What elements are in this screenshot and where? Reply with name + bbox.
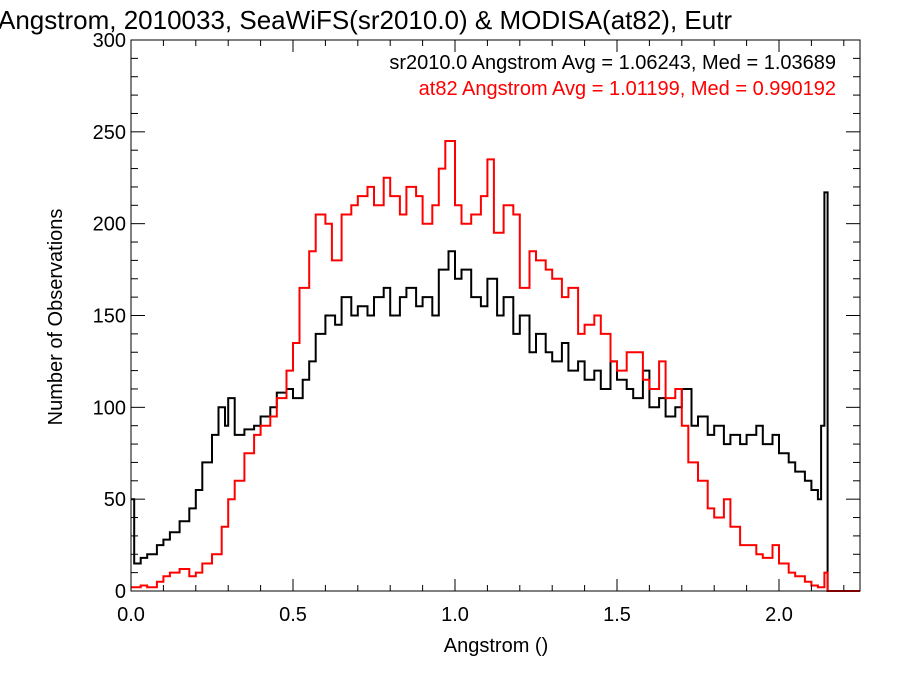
axes-layer: 0.0 0.5 1.0 1.5 2.0 0 50 100 150 200 250 300 [93, 30, 861, 626]
x-tick-label: 1.0 [441, 604, 469, 626]
y-axis-label: Number of Observations [45, 209, 67, 426]
y-tick-label: 200 [93, 214, 126, 236]
y-tick-label: 150 [93, 306, 126, 328]
annotation-layer: sr2010.0 Angstrom Avg = 1.06243, Med = 1… [389, 52, 836, 100]
x-tick-label: 0.5 [279, 604, 307, 626]
series-layer [131, 140, 860, 592]
stats-annotation-1: sr2010.0 Angstrom Avg = 1.06243, Med = 1… [389, 52, 836, 74]
x-tick-label: 1.5 [603, 604, 631, 626]
x-tick-label: 0.0 [117, 604, 145, 626]
y-tick-label: 250 [93, 122, 126, 144]
y-tick-label: 100 [93, 397, 126, 419]
x-axis-label: Angstrom () [444, 635, 548, 657]
y-tick-label: 300 [93, 30, 126, 52]
stats-annotation-2: at82 Angstrom Avg = 1.01199, Med = 0.990… [419, 78, 836, 100]
series-2-line [131, 140, 860, 592]
chart-title: Angstrom, 2010033, SeaWiFS(sr2010.0) & M… [0, 5, 732, 35]
y-tick-label: 0 [115, 581, 126, 603]
series-1-line [131, 191, 860, 592]
x-tick-label: 2.0 [765, 604, 793, 626]
plot-frame [130, 39, 861, 592]
y-tick-label: 50 [104, 489, 126, 511]
